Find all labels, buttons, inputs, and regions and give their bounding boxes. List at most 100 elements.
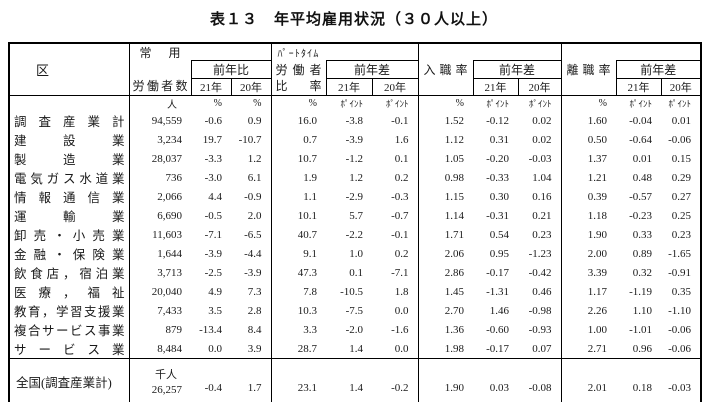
- industry-row: 情報通信業 2,066 4.4 -0.9 1.1 -2.9 -0.3 1.15 0.30 0.16…: [9, 187, 701, 206]
- value-cell: 2.00: [560, 244, 616, 263]
- industry-row: 電気ガス水道業 736 -3.0 6.1 1.9 1.2 0.2 0.98 -0.33 1.04 1…: [9, 168, 701, 187]
- value-cell: 0.01: [632, 152, 652, 165]
- value-cell: 1.7: [231, 358, 271, 402]
- unit-cell: %: [270, 95, 326, 111]
- industry-row: 運輸業 6,690 -0.5 2.0 10.1 5.7 -0.7 1.14 -0.31 0.21 1…: [9, 206, 701, 225]
- value-cell: -1.10: [668, 304, 691, 317]
- value-cell: 1.0: [349, 247, 363, 260]
- header-regular-y21: 21年: [190, 77, 231, 95]
- industry-label: 調査産業計: [14, 115, 125, 129]
- value-cell: 2.70: [417, 301, 473, 320]
- unit-cell: ﾎﾟｲﾝﾄ: [385, 98, 409, 109]
- value-cell: -3.3: [204, 152, 222, 165]
- value-cell: 0.25: [671, 209, 691, 222]
- value-cell: -2.2: [345, 228, 363, 241]
- value-cell: 0.02: [532, 133, 552, 146]
- value-cell: 6,690: [128, 206, 191, 225]
- value-cell: 3,713: [128, 263, 191, 282]
- value-cell: 0.2: [394, 247, 409, 260]
- value-cell: 0.03: [473, 358, 518, 402]
- header-separation-y21: 21年: [615, 77, 661, 95]
- value-cell: 0.16: [532, 190, 552, 203]
- value-cell: 736: [128, 168, 191, 187]
- value-cell: 3,234: [128, 130, 191, 149]
- value-cell: 0.23: [532, 228, 552, 241]
- value-cell: 3.5: [208, 304, 222, 317]
- value-cell: 10.3: [270, 301, 326, 320]
- industry-label: 情報通信業: [14, 191, 125, 205]
- value-cell: -0.98: [528, 304, 552, 317]
- value-cell: -0.6: [204, 114, 222, 127]
- value-cell: -1.19: [629, 285, 652, 298]
- industry-row: 卸売・小売業 11,603 -7.1 -6.5 40.7 -2.2 -0.1 1.71 0.54…: [9, 225, 701, 244]
- value-cell: 47.3: [270, 263, 326, 282]
- value-cell: 0.39: [560, 187, 616, 206]
- value-cell: 0.0: [208, 342, 222, 355]
- header-regular-yoy: 前年比: [190, 60, 271, 78]
- value-cell: 1,644: [128, 244, 191, 263]
- industry-row: 製造業 28,037 -3.3 1.2 10.7 -1.2 0.1 1.05 -0.20 -0.0…: [9, 149, 701, 168]
- value-cell: -1.31: [486, 285, 509, 298]
- header-entry-y20: 20年: [517, 77, 561, 95]
- header-separation-y20: 20年: [660, 77, 701, 95]
- header-parttime-diff: 前年差: [325, 60, 418, 78]
- value-cell: 0.30: [489, 190, 509, 203]
- value-cell: -0.64: [629, 133, 652, 146]
- value-cell: 7,433: [128, 301, 191, 320]
- value-cell: 10.1: [270, 206, 326, 225]
- total-label: 全国(調査産業計): [9, 358, 129, 402]
- unit-cell: %: [560, 95, 616, 111]
- value-cell: -4.4: [244, 247, 262, 260]
- unit-cell: ﾎﾟｲﾝﾄ: [668, 98, 691, 109]
- value-cell: -3.8: [345, 114, 363, 127]
- header-category: 区分: [9, 43, 129, 95]
- value-cell: 10.7: [270, 149, 326, 168]
- value-cell: 16.0: [270, 111, 326, 130]
- value-cell: -0.23: [629, 209, 652, 222]
- value-cell: -3.9: [345, 133, 363, 146]
- value-cell: -0.2: [372, 358, 418, 402]
- value-cell: 2,066: [128, 187, 191, 206]
- industry-label: 複合サービス事業: [14, 324, 125, 338]
- value-cell: 1.04: [532, 171, 552, 184]
- value-cell: 2.86: [417, 263, 473, 282]
- value-cell: -0.06: [668, 342, 691, 355]
- units-spacer: [9, 95, 129, 111]
- value-cell: 1.98: [417, 339, 473, 359]
- value-cell: 879: [128, 320, 191, 339]
- industry-row: 複合サービス事業 879 -13.4 8.4 3.3 -2.0 -1.6 1.36 -0.60 -…: [9, 320, 701, 339]
- value-cell: 0.0: [394, 304, 409, 317]
- industry-rows: 調査産業計 94,559 -0.6 0.9 16.0 -3.8 -0.1 1.52 -0.12 0…: [9, 111, 701, 359]
- header-entry-y21: 21年: [472, 77, 518, 95]
- value-cell: 1.37: [560, 149, 616, 168]
- value-cell: 7.8: [270, 282, 326, 301]
- value-cell: -6.5: [244, 228, 262, 241]
- value-cell: -3.9: [204, 247, 222, 260]
- header-parttime-ratio: ﾊﾟｰﾄﾀｲﾑ 労働者 比率: [270, 43, 326, 95]
- value-cell: -13.4: [199, 323, 222, 336]
- value-cell: 0.15: [671, 152, 691, 165]
- value-cell: 1.46: [489, 304, 509, 317]
- industry-label: 製造業: [14, 153, 125, 167]
- value-cell: 1.4: [326, 358, 372, 402]
- value-cell: -10.5: [340, 285, 363, 298]
- value-cell: 1.90: [560, 225, 616, 244]
- value-cell: -0.60: [486, 323, 509, 336]
- value-cell: 1.12: [417, 130, 473, 149]
- value-cell: 1.60: [560, 111, 616, 130]
- value-cell: 1.71: [417, 225, 473, 244]
- value-cell: 1.9: [270, 168, 326, 187]
- header-regular-workers: 常用 労働者数: [128, 43, 191, 95]
- value-cell: 1.17: [560, 282, 616, 301]
- value-cell: 11,603: [128, 225, 191, 244]
- value-cell: -1.65: [668, 247, 691, 260]
- value-cell: 2.0: [247, 209, 262, 222]
- value-cell: -2.5: [204, 266, 222, 279]
- value-cell: 0.23: [671, 228, 691, 241]
- value-cell: 9.1: [270, 244, 326, 263]
- value-cell: -0.31: [486, 209, 509, 222]
- value-cell: 2.01: [560, 358, 616, 402]
- value-cell: 28,037: [128, 149, 191, 168]
- value-cell: 1.15: [417, 187, 473, 206]
